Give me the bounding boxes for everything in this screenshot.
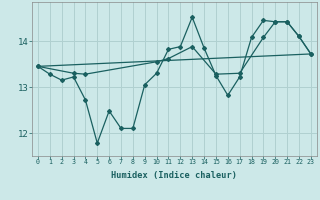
X-axis label: Humidex (Indice chaleur): Humidex (Indice chaleur) — [111, 171, 237, 180]
